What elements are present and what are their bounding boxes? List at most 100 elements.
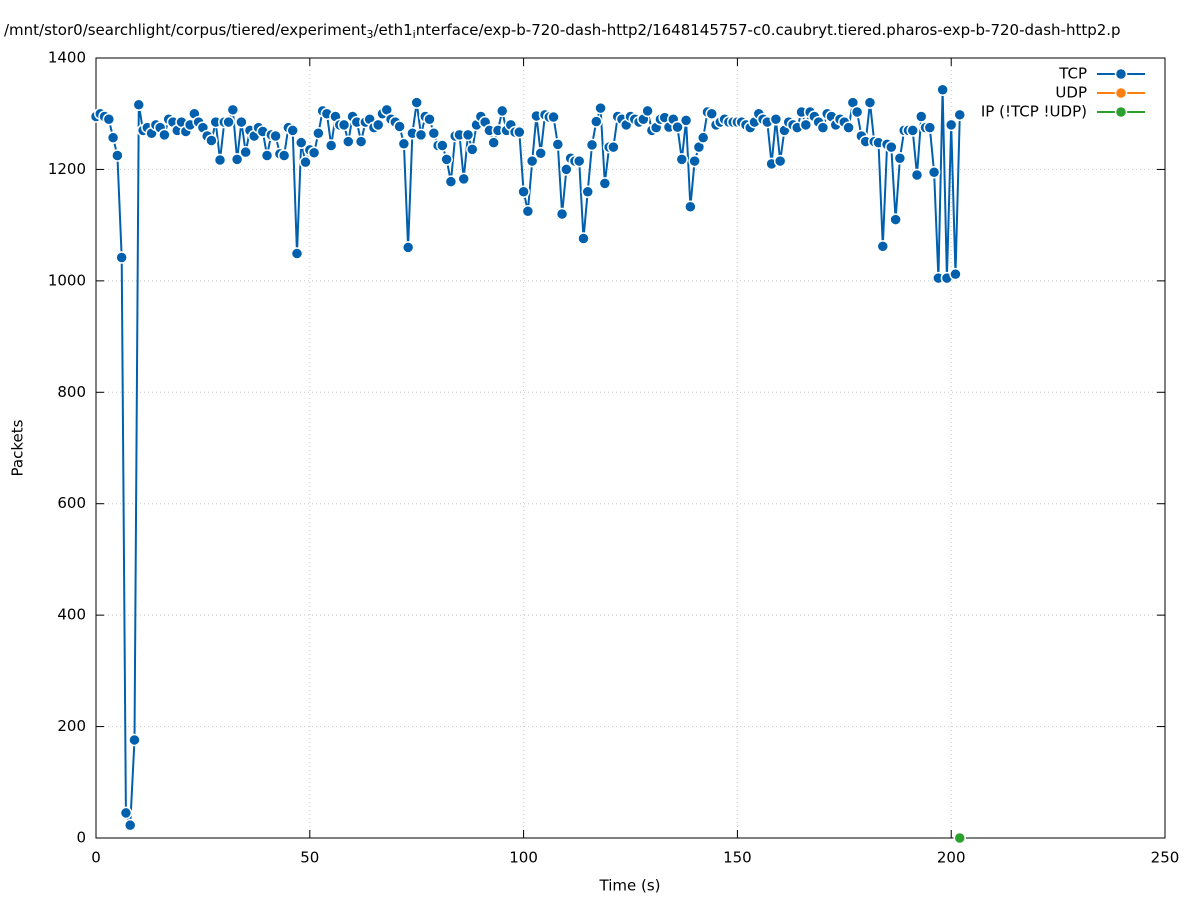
data-point (427, 126, 441, 140)
data-point (457, 172, 470, 186)
x-tick-label: 50 (300, 849, 319, 867)
data-point (936, 83, 949, 97)
legend-marker (1114, 86, 1128, 100)
data-point (495, 104, 509, 118)
data-point (585, 138, 599, 152)
data-point (436, 139, 449, 152)
data-point (842, 121, 855, 134)
data-point (910, 168, 924, 182)
data-point (675, 153, 689, 166)
data-point (521, 204, 535, 218)
data-point (230, 153, 244, 166)
data-point (769, 113, 783, 126)
legend-label: TCP (1058, 65, 1087, 83)
data-point (123, 818, 137, 832)
data-point (337, 118, 351, 132)
data-point (773, 154, 787, 168)
data-point (885, 140, 898, 154)
data-point (799, 118, 813, 132)
data-point (461, 128, 475, 142)
data-point (205, 134, 218, 147)
data-point (111, 149, 124, 162)
legend-label: UDP (1055, 84, 1087, 102)
y-tick-label: 1400 (48, 49, 86, 67)
data-point (324, 139, 338, 152)
title-text: nterface/exp-b-720-dash-http2/1648145757… (416, 21, 1121, 39)
data-point (949, 267, 962, 281)
data-point (705, 107, 718, 120)
y-tick-label: 400 (57, 606, 86, 624)
chart-title: /mnt/stor0/searchlight/corpus/tiered/exp… (4, 21, 1121, 42)
legend-label: IP (!TCP !UDP) (981, 103, 1087, 121)
data-point (953, 831, 967, 845)
data-point (128, 733, 141, 747)
data-point (598, 177, 612, 190)
data-point (889, 213, 902, 226)
data-point (923, 121, 937, 134)
x-tick-label: 100 (509, 849, 538, 867)
data-point (222, 115, 235, 129)
data-point (893, 152, 907, 165)
data-point (260, 149, 274, 162)
y-tick-label: 1000 (48, 271, 86, 289)
plot-frame (95, 57, 1166, 839)
data-point (487, 136, 500, 149)
title-subscript: 3 (366, 28, 373, 41)
data-point (286, 124, 299, 137)
data-point (393, 120, 406, 133)
data-point (132, 98, 146, 112)
data-point (906, 124, 919, 137)
data-point (466, 143, 479, 156)
data-point (944, 118, 958, 132)
data-point (307, 146, 321, 159)
series-line (95, 88, 961, 827)
data-point (876, 240, 890, 253)
title-text: /eth1 (373, 21, 412, 39)
data-point (551, 138, 565, 151)
data-point (594, 101, 607, 115)
data-point (106, 131, 120, 144)
legend-marker (1114, 105, 1128, 119)
data-point (816, 121, 830, 134)
data-point (534, 147, 547, 160)
y-tick-label: 800 (57, 383, 86, 401)
data-point (525, 154, 539, 168)
y-tick-label: 600 (57, 494, 86, 512)
data-point (444, 175, 458, 188)
data-point (547, 110, 560, 124)
data-point (235, 115, 248, 129)
data-point (290, 247, 304, 260)
data-point (671, 120, 684, 134)
data-point (679, 114, 693, 127)
y-tick-label: 200 (57, 717, 86, 735)
data-point (239, 145, 252, 159)
data-point (342, 135, 355, 148)
data-point (915, 110, 928, 123)
x-tick-label: 200 (937, 849, 966, 867)
data-point (581, 185, 594, 198)
title-text: /mnt/stor0/searchlight/corpus/tiered/exp… (4, 21, 367, 39)
data-point (863, 96, 877, 109)
data-point (560, 163, 573, 176)
y-axis-label: Packets (9, 419, 27, 476)
data-point (312, 126, 325, 140)
data-point (410, 96, 423, 109)
data-point (688, 154, 701, 168)
x-axis-label: Time (s) (599, 877, 661, 895)
data-point (684, 200, 697, 214)
y-tick-label: 0 (76, 829, 86, 847)
data-point (158, 128, 171, 142)
data-point (354, 135, 368, 148)
data-point (115, 251, 128, 264)
data-point (277, 149, 291, 162)
data-point (607, 140, 620, 154)
data-point (696, 131, 710, 144)
data-point (513, 125, 526, 139)
data-point (590, 115, 603, 128)
data-point (299, 155, 312, 169)
data-point (423, 113, 436, 126)
data-point (213, 153, 227, 167)
data-point (927, 165, 941, 179)
legend-marker (1114, 67, 1128, 81)
